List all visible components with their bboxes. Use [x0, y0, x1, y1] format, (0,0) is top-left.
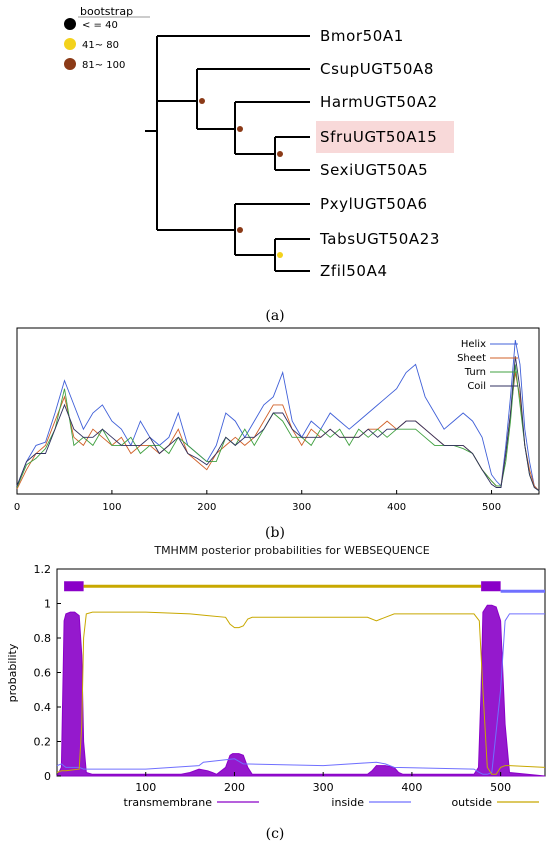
plot-c-x-ticks: 100 200 300 400 500 [135, 772, 511, 794]
plot-b-legend: Helix Sheet Turn Coil [457, 339, 518, 392]
legend-label: transmembrane [124, 796, 213, 809]
legend-label: inside [331, 796, 364, 809]
x-tick-label: 200 [224, 781, 245, 794]
panel-a-tree: bootstrap < = 40 41~ 80 81~ 100 [64, 5, 454, 324]
highlight-box [316, 121, 454, 153]
y-tick-label: 1 [44, 598, 51, 611]
legend-label: Turn [464, 367, 486, 378]
legend-label-high: 81~ 100 [82, 60, 125, 71]
x-tick-label: 0 [14, 502, 20, 513]
y-tick-label: 0 [44, 770, 51, 783]
y-tick-label: 0.2 [34, 736, 52, 749]
series-area-transmembrane [56, 604, 546, 777]
plot-c-ylabel: probability [6, 643, 19, 702]
y-tick-label: 0.4 [34, 701, 52, 714]
plot-c-legend: transmembrane inside outside [124, 796, 539, 809]
legend-label-low: < = 40 [82, 20, 118, 31]
y-tick-label: 1.2 [34, 563, 52, 576]
x-tick-label: 200 [197, 502, 216, 513]
legend-label: Helix [461, 339, 486, 350]
legend-swatch-high [64, 58, 76, 70]
panel-label-b: (b) [265, 525, 285, 541]
bootstrap-node-clade-c [277, 151, 283, 157]
panel-label-c: (c) [266, 826, 285, 842]
panel-label-a: (a) [265, 308, 284, 324]
tree-branches [145, 35, 310, 272]
x-tick-label: 500 [490, 781, 511, 794]
x-tick-label: 400 [387, 502, 406, 513]
leaf-label: SexiUGT50A5 [320, 161, 428, 179]
bootstrap-node-clade-d [237, 227, 243, 233]
legend-swatch-mid [64, 38, 76, 50]
bootstrap-legend-title: bootstrap [80, 5, 133, 18]
plot-c-series [56, 581, 546, 777]
y-tick-label: 0.6 [34, 667, 52, 680]
bootstrap-node-clade-e [277, 252, 283, 258]
legend-label-mid: 41~ 80 [82, 40, 119, 51]
leaf-label: Bmor50A1 [320, 27, 404, 45]
legend-label: Coil [467, 381, 486, 392]
x-tick-label: 400 [401, 781, 422, 794]
series-line-coil [16, 356, 540, 492]
y-tick-label: 0.8 [34, 632, 52, 645]
leaf-label: CsupUGT50A8 [320, 60, 434, 78]
series-line-sheet [16, 372, 540, 492]
plot-c-frame [56, 568, 546, 777]
plot-b-series [16, 340, 540, 492]
x-tick-label: 300 [292, 502, 311, 513]
legend-label: outside [451, 796, 492, 809]
topology-segment-transmembrane [481, 581, 501, 592]
bootstrap-node-clade-a [199, 98, 205, 104]
plot-b-frame [16, 327, 540, 495]
panel-c-tmhmm: TMHMM posterior probabilities for WEBSEQ… [6, 544, 546, 842]
x-tick-label: 300 [313, 781, 334, 794]
legend-swatch-low [64, 18, 76, 30]
legend-label: Sheet [457, 353, 486, 364]
x-tick-label: 100 [102, 502, 121, 513]
leaf-label: TabsUGT50A23 [319, 230, 440, 248]
plot-c-title: TMHMM posterior probabilities for WEBSEQ… [153, 544, 429, 557]
leaf-label: PxylUGT50A6 [320, 195, 428, 213]
x-tick-label: 100 [135, 781, 156, 794]
x-tick-label: 500 [482, 502, 501, 513]
leaf-label: SfruUGT50A15 [320, 128, 437, 146]
topology-segment-transmembrane [64, 581, 84, 592]
plot-c-y-ticks: 0 0.2 0.4 0.6 0.8 1 1.2 [34, 563, 61, 783]
leaf-label: HarmUGT50A2 [320, 93, 438, 111]
plot-b-x-ticks: 0 100 200 300 400 500 [14, 490, 501, 513]
leaf-label: Zfil50A4 [320, 262, 388, 280]
panel-b-secondary-structure: 0 100 200 300 400 500 Helix Sheet Turn Coil (b) [14, 327, 540, 541]
series-line-inside [56, 613, 545, 775]
series-line-outside [56, 611, 546, 775]
bootstrap-node-clade-b [237, 126, 243, 132]
series-line-turn [16, 364, 540, 492]
